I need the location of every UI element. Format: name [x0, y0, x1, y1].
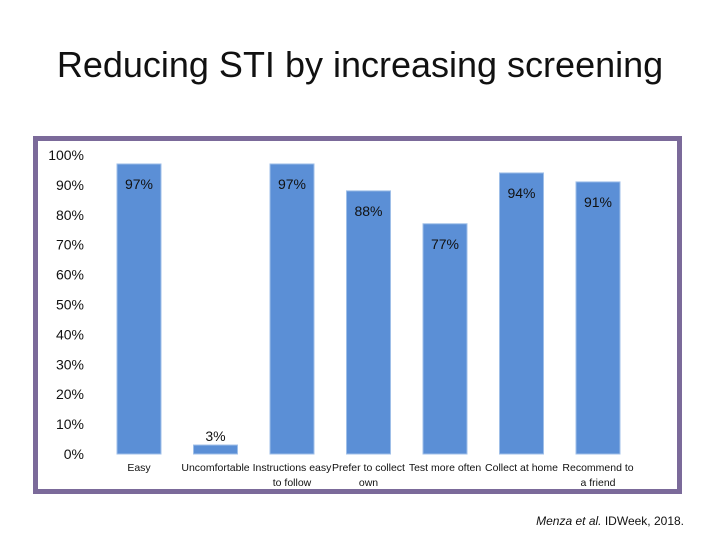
bar	[422, 223, 468, 455]
y-tick-label: 100%	[48, 147, 84, 163]
y-tick-label: 30%	[56, 356, 84, 372]
x-axis-labels: Easy Uncomfortable Instructions easy to fol…	[127, 462, 633, 489]
y-tick-label: 0%	[64, 446, 84, 462]
y-tick-label: 50%	[56, 297, 84, 313]
data-label: 77%	[431, 236, 459, 252]
bars	[116, 163, 621, 455]
category-label: a friend	[580, 477, 615, 489]
bar	[575, 181, 621, 455]
data-label: 97%	[278, 176, 306, 192]
y-tick-label: 10%	[56, 416, 84, 432]
bar	[346, 190, 391, 455]
bar	[269, 163, 315, 455]
y-axis-ticks: 0% 10% 20% 30% 40% 50% 60% 70% 80% 90% 100%	[48, 147, 84, 462]
category-label: Easy	[127, 462, 151, 474]
citation-author: Menza	[536, 514, 573, 528]
y-tick-label: 80%	[56, 207, 84, 223]
y-tick-label: 60%	[56, 267, 84, 283]
category-label: Prefer to collect	[332, 462, 405, 474]
y-tick-label: 70%	[56, 237, 84, 253]
data-label: 88%	[354, 203, 382, 219]
category-label: Instructions easy	[253, 462, 333, 474]
data-label: 94%	[507, 185, 535, 201]
data-label: 3%	[205, 428, 225, 444]
citation-venue: IDWeek, 2018.	[604, 514, 684, 528]
category-label: own	[359, 477, 378, 489]
category-label: Collect at home	[485, 462, 558, 474]
category-label: Test more often	[409, 462, 482, 474]
category-label: Uncomfortable	[181, 462, 249, 474]
category-label: to follow	[273, 477, 312, 489]
citation-etal: et al.	[575, 514, 602, 528]
data-label: 97%	[125, 176, 153, 192]
y-tick-label: 20%	[56, 386, 84, 402]
bar	[116, 163, 162, 455]
citation: Menza et al. IDWeek, 2018.	[536, 514, 684, 528]
slide-title: Reducing STI by increasing screening	[56, 44, 664, 85]
category-label: Recommend to	[562, 462, 633, 474]
bar	[193, 444, 238, 455]
bar	[499, 172, 544, 455]
data-label: 91%	[584, 194, 612, 210]
y-tick-label: 40%	[56, 326, 84, 342]
data-labels: 97% 3% 97% 88% 77% 94% 91%	[125, 176, 612, 444]
y-tick-label: 90%	[56, 177, 84, 193]
